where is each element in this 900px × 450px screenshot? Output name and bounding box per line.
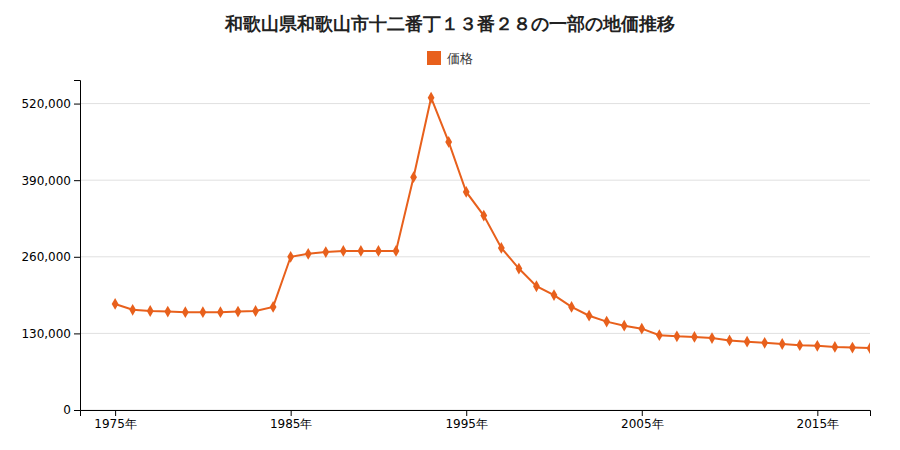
marker — [375, 245, 382, 257]
x-axis: 1975年 1985年 1995年 2005年 2015年 — [81, 410, 871, 431]
chart: 和歌山県和歌山市十二番丁１３番２８の一部の地価推移 1975年 1985年 1995年… — [0, 0, 900, 450]
marker — [814, 340, 821, 352]
tick-mark — [817, 410, 818, 416]
grid-line — [80, 103, 870, 104]
tick-label: 1985年 — [270, 417, 313, 431]
marker — [410, 171, 417, 183]
grid-line — [80, 333, 870, 334]
marker — [217, 306, 224, 318]
tick-mark — [74, 410, 80, 411]
y-axis: 0 130,000 260,000 390,000 520,000 — [21, 81, 80, 418]
tick-label: 130,000 — [21, 327, 71, 341]
tick: 1985年 — [270, 410, 313, 431]
tick-mark — [291, 410, 292, 416]
tick-mark — [74, 104, 80, 105]
marker — [673, 330, 680, 342]
marker — [147, 305, 154, 317]
marker — [656, 329, 663, 341]
marker — [638, 323, 645, 335]
marker — [621, 320, 628, 332]
marker — [515, 263, 522, 275]
marker — [726, 335, 733, 347]
tick: 2005年 — [621, 410, 664, 431]
marker — [182, 306, 189, 318]
legend-item: 価格 — [427, 51, 473, 66]
tick-mark — [115, 410, 116, 416]
marker — [480, 210, 487, 222]
tick: 1995年 — [445, 410, 488, 431]
tick-mark — [74, 180, 80, 181]
tick-mark — [466, 410, 467, 416]
marker — [322, 246, 329, 258]
line — [115, 98, 870, 348]
marker — [357, 245, 364, 257]
marker — [568, 301, 575, 313]
marker — [270, 301, 277, 313]
marker — [533, 280, 540, 292]
marker — [761, 337, 768, 349]
grid — [80, 104, 870, 410]
tick-label: 1995年 — [445, 417, 488, 431]
axis-line — [81, 411, 871, 417]
marker — [831, 341, 838, 353]
tick: 0 — [63, 403, 80, 417]
tick-label: 2005年 — [621, 417, 664, 431]
marker — [340, 245, 347, 257]
grid-line — [80, 180, 870, 181]
marker — [164, 306, 171, 318]
tick: 260,000 — [21, 250, 80, 264]
marker — [252, 305, 259, 317]
marker — [112, 298, 119, 310]
marker — [428, 92, 435, 104]
marker — [287, 251, 294, 263]
axis-line — [74, 81, 81, 411]
marker — [603, 316, 610, 328]
tick: 1975年 — [94, 410, 137, 431]
marker — [305, 248, 312, 260]
marker — [744, 336, 751, 348]
tick-mark — [74, 333, 80, 334]
grid-line — [80, 256, 870, 257]
marker — [498, 242, 505, 254]
marker — [199, 306, 206, 318]
marker — [779, 338, 786, 350]
tick-label: 390,000 — [21, 174, 71, 188]
tick: 2015年 — [797, 410, 840, 431]
tick-mark — [642, 410, 643, 416]
marker — [393, 245, 400, 257]
tick-label: 0 — [63, 403, 71, 417]
tick: 520,000 — [21, 97, 80, 111]
marker — [445, 136, 452, 148]
legend-swatch — [427, 51, 441, 65]
marker — [849, 342, 856, 354]
legend-label: 価格 — [447, 51, 473, 66]
marker — [551, 289, 558, 301]
plot: 1975年 1985年 1995年 2005年 2015年 0 130,000 260,000… — [21, 81, 873, 431]
legend: 価格 — [427, 51, 473, 66]
marker — [235, 306, 242, 318]
marker — [796, 339, 803, 351]
marker — [867, 342, 870, 354]
tick-label: 1975年 — [94, 417, 137, 431]
tick-label: 260,000 — [21, 250, 71, 264]
tick-label: 520,000 — [21, 97, 71, 111]
tick-label: 2015年 — [797, 417, 840, 431]
marker — [129, 304, 136, 316]
tick: 130,000 — [21, 327, 80, 341]
tick-mark — [74, 257, 80, 258]
marker — [709, 332, 716, 344]
marks — [112, 92, 870, 354]
tick: 390,000 — [21, 174, 80, 188]
marker — [586, 310, 593, 322]
marker — [463, 186, 470, 198]
marker — [691, 331, 698, 343]
title: 和歌山県和歌山市十二番丁１３番２８の一部の地価推移 — [224, 13, 675, 34]
